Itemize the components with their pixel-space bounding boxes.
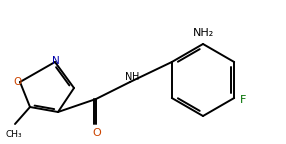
Text: O: O	[93, 128, 101, 138]
Text: H: H	[132, 72, 139, 82]
Text: N: N	[52, 56, 60, 66]
Text: CH₃: CH₃	[6, 130, 22, 139]
Text: N: N	[125, 72, 132, 82]
Text: NH₂: NH₂	[192, 28, 214, 38]
Text: F: F	[240, 95, 247, 105]
Text: O: O	[13, 77, 21, 87]
